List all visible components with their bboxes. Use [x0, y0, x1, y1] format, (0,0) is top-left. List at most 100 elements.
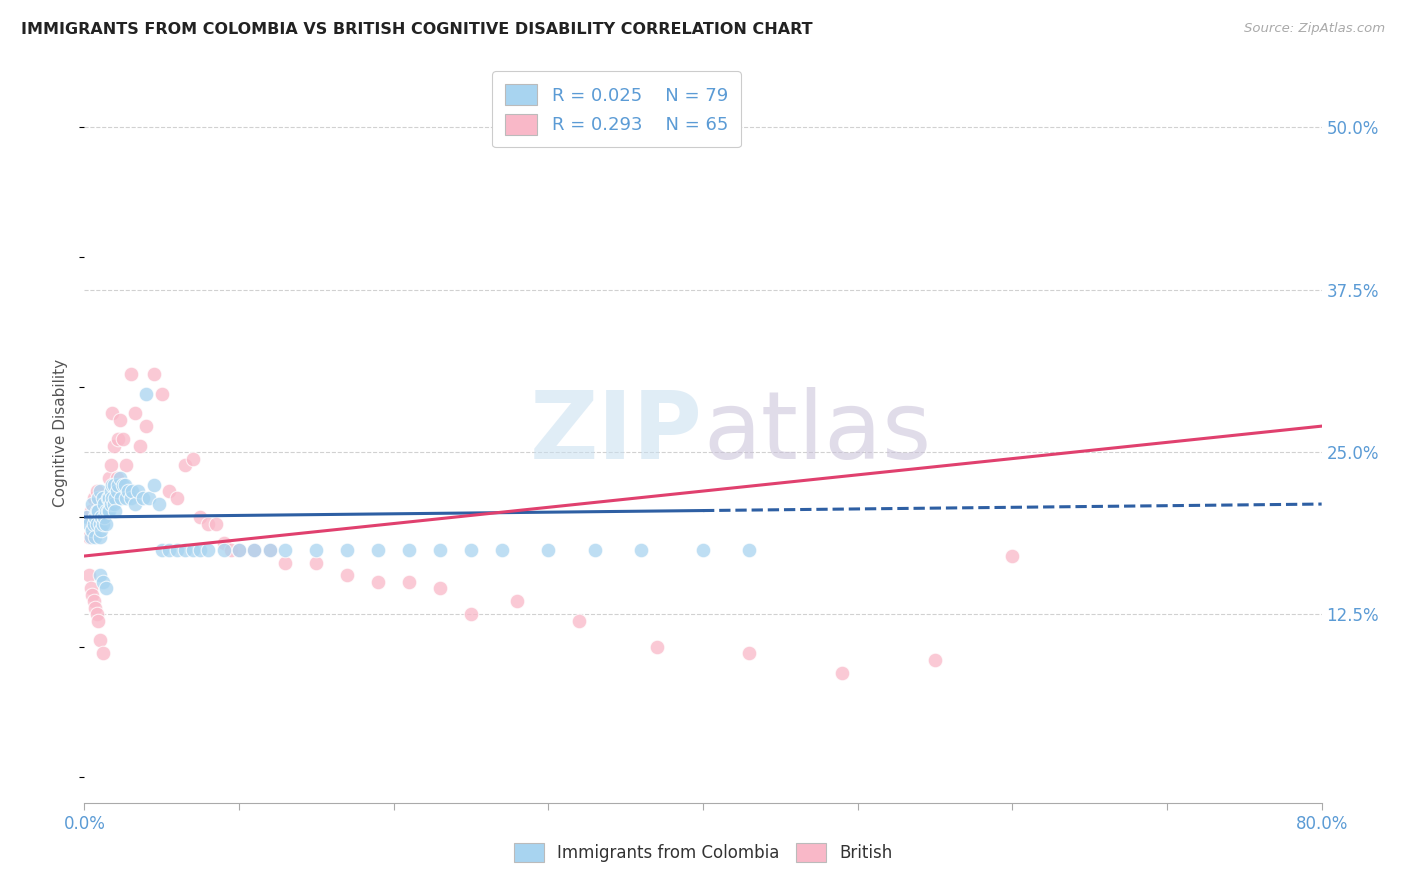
Text: Source: ZipAtlas.com: Source: ZipAtlas.com: [1244, 22, 1385, 36]
Point: [305, 556, 328, 570]
Point: [692, 542, 714, 557]
Point: [87, 497, 110, 511]
Point: [243, 542, 266, 557]
Point: [112, 477, 135, 491]
Point: [429, 582, 451, 596]
Point: [181, 451, 204, 466]
Point: [77, 516, 100, 531]
Point: [90, 510, 112, 524]
Point: [79, 582, 101, 596]
Point: [76, 510, 98, 524]
Point: [460, 542, 482, 557]
Point: [124, 406, 146, 420]
Point: [188, 510, 211, 524]
Point: [150, 386, 173, 401]
Point: [121, 484, 143, 499]
Point: [104, 491, 127, 505]
Point: [174, 542, 197, 557]
Point: [336, 542, 359, 557]
Point: [143, 367, 166, 381]
Point: [120, 367, 142, 381]
Point: [429, 542, 451, 557]
Point: [166, 542, 188, 557]
Point: [94, 503, 117, 517]
Point: [738, 647, 761, 661]
Point: [398, 574, 420, 589]
Point: [124, 497, 146, 511]
Point: [630, 542, 652, 557]
Point: [181, 542, 204, 557]
Point: [259, 542, 281, 557]
Point: [166, 491, 188, 505]
Point: [86, 516, 108, 531]
Point: [82, 588, 104, 602]
Point: [110, 491, 132, 505]
Point: [82, 497, 104, 511]
Point: [460, 607, 482, 622]
Point: [91, 516, 114, 531]
Point: [104, 477, 127, 491]
Point: [93, 510, 115, 524]
Text: ZIP: ZIP: [530, 386, 703, 479]
Point: [117, 484, 139, 499]
Legend: Immigrants from Colombia, British: Immigrants from Colombia, British: [506, 836, 900, 869]
Point: [89, 568, 111, 582]
Point: [87, 614, 110, 628]
Point: [100, 497, 122, 511]
Point: [83, 516, 105, 531]
Point: [367, 574, 389, 589]
Point: [831, 665, 853, 680]
Point: [143, 477, 166, 491]
Point: [77, 529, 100, 543]
Point: [159, 542, 180, 557]
Point: [138, 491, 160, 505]
Point: [90, 503, 112, 517]
Point: [205, 516, 228, 531]
Point: [228, 542, 250, 557]
Point: [86, 503, 108, 517]
Point: [135, 419, 157, 434]
Point: [197, 542, 219, 557]
Point: [219, 542, 242, 557]
Point: [89, 633, 111, 648]
Point: [924, 653, 946, 667]
Point: [96, 503, 118, 517]
Point: [212, 536, 235, 550]
Point: [367, 542, 389, 557]
Point: [105, 471, 128, 485]
Point: [94, 516, 117, 531]
Point: [212, 542, 235, 557]
Point: [91, 574, 114, 589]
Point: [90, 523, 112, 537]
Point: [127, 484, 149, 499]
Point: [100, 458, 122, 472]
Point: [112, 432, 135, 446]
Point: [100, 484, 122, 499]
Point: [305, 542, 328, 557]
Point: [259, 542, 281, 557]
Point: [583, 542, 606, 557]
Point: [506, 594, 529, 608]
Point: [104, 503, 127, 517]
Point: [87, 491, 110, 505]
Point: [84, 503, 107, 517]
Point: [188, 542, 211, 557]
Point: [101, 406, 124, 420]
Point: [243, 542, 266, 557]
Point: [105, 484, 128, 499]
Point: [96, 491, 118, 505]
Point: [174, 458, 197, 472]
Point: [79, 529, 101, 543]
Point: [148, 497, 170, 511]
Point: [103, 497, 125, 511]
Point: [115, 458, 138, 472]
Point: [135, 386, 157, 401]
Point: [91, 491, 114, 505]
Point: [79, 503, 101, 517]
Text: atlas: atlas: [703, 386, 931, 479]
Point: [108, 412, 131, 426]
Point: [89, 484, 111, 499]
Point: [101, 491, 124, 505]
Point: [114, 477, 136, 491]
Point: [89, 491, 111, 505]
